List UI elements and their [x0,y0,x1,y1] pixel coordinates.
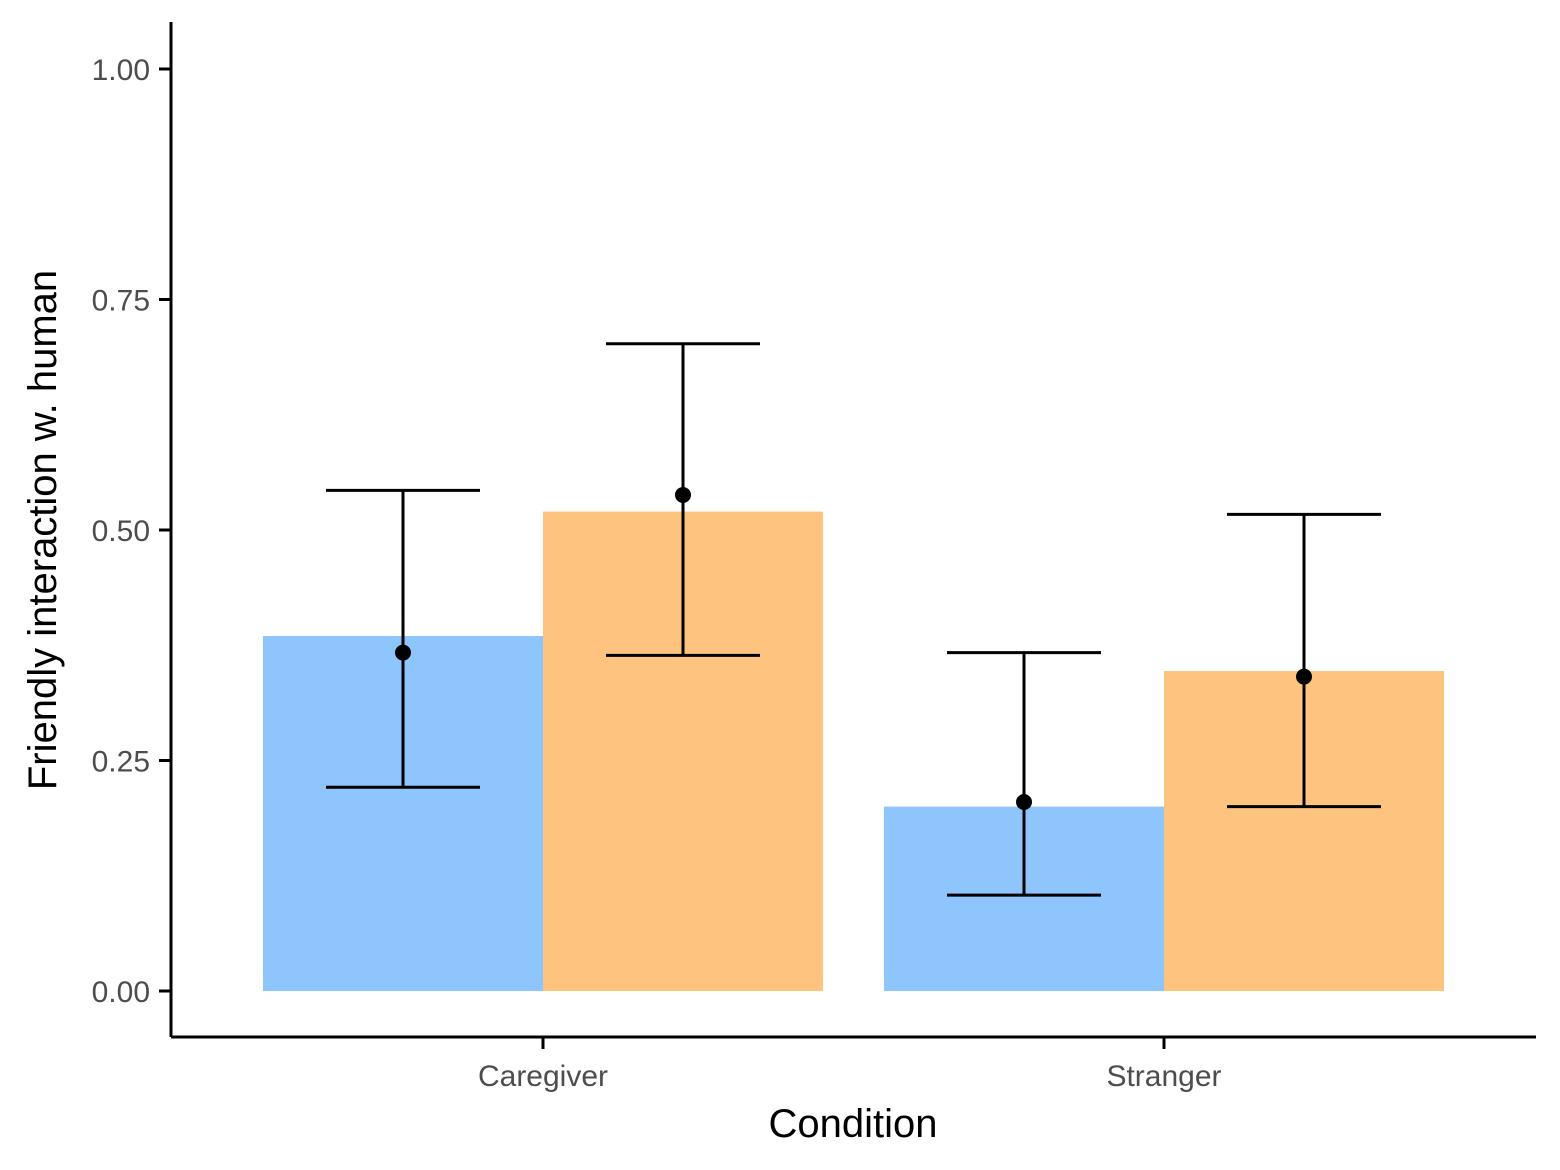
y-tick-label-2: 0.50 [92,515,150,548]
point-stranger-0 [1016,793,1032,810]
point-caregiver-1 [675,486,691,503]
y-tick-label-3: 0.75 [92,285,150,318]
points-layer [395,486,1312,810]
y-tick-label-1: 0.25 [92,746,150,779]
y-ticks-layer: 0.00 0.25 0.50 0.75 1.00 [92,54,171,1009]
y-axis-title: Friendly interaction w. human [21,270,65,790]
y-tick-label-4: 1.00 [92,54,150,87]
x-tick-label-caregiver: Caregiver [478,1060,608,1093]
point-stranger-1 [1296,668,1312,685]
x-axis-title: Condition [768,1102,937,1146]
bars-layer [263,511,1444,991]
error-bars-layer [326,342,1381,897]
point-caregiver-0 [395,644,411,661]
y-tick-label-0: 0.00 [92,976,150,1009]
x-tick-label-stranger: Stranger [1106,1060,1221,1093]
x-ticks-layer: Caregiver Stranger [478,1037,1222,1093]
